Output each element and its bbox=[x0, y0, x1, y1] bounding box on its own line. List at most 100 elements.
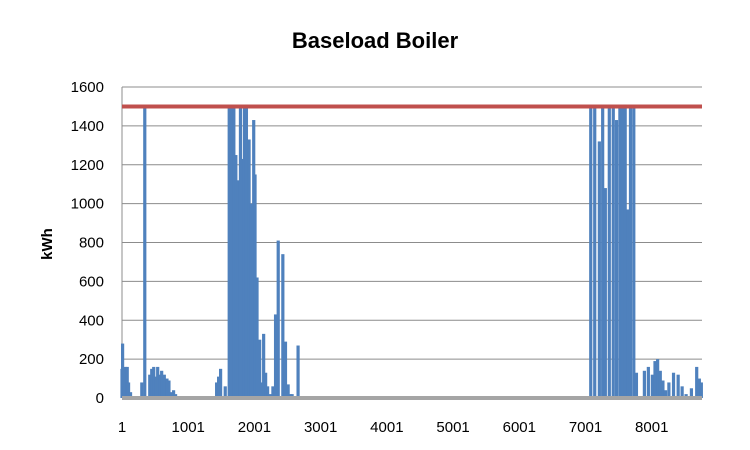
x-tick-label: 1 bbox=[118, 419, 126, 436]
demand-bar bbox=[601, 106, 605, 398]
demand-bar bbox=[236, 180, 241, 398]
x-tick-label: 1001 bbox=[172, 419, 205, 436]
demand-bar bbox=[623, 104, 627, 399]
y-tick-labels: 0 200 400 600 800 1000 1200 1400 1600 bbox=[71, 79, 104, 407]
reference-lines bbox=[122, 104, 702, 400]
demand-bar bbox=[276, 240, 280, 398]
x-tick-label: 4001 bbox=[370, 419, 403, 436]
demand-bar bbox=[249, 203, 253, 399]
x-tick-label: 2001 bbox=[238, 419, 271, 436]
demand-bar bbox=[255, 277, 259, 398]
demand-bar bbox=[244, 104, 249, 399]
y-tick-label: 1400 bbox=[71, 118, 104, 135]
demand-bar bbox=[266, 386, 270, 398]
demand-bar bbox=[632, 106, 636, 398]
demand-bar bbox=[232, 106, 236, 398]
y-tick-label: 1200 bbox=[71, 157, 104, 174]
y-tick-label: 600 bbox=[79, 273, 104, 290]
demand-bar bbox=[626, 209, 630, 398]
demand-bar bbox=[156, 366, 160, 398]
x-tick-labels: 1 1001 2001 3001 4001 5001 6001 7001 8001 bbox=[118, 419, 669, 436]
demand-bar bbox=[140, 382, 144, 398]
demand-bar bbox=[603, 188, 607, 398]
demand-bar bbox=[242, 106, 247, 398]
demand-bar bbox=[646, 366, 650, 398]
y-axis-label: kWh bbox=[39, 228, 56, 260]
demand-bar bbox=[238, 106, 243, 398]
demand-bar bbox=[219, 368, 223, 398]
demand-bar bbox=[162, 374, 166, 398]
y-tick-label: 1000 bbox=[71, 196, 104, 213]
demand-bar bbox=[273, 314, 278, 398]
demand-bar bbox=[283, 341, 288, 398]
demand-bar bbox=[699, 382, 703, 398]
demand-bar bbox=[152, 366, 156, 398]
demand-bar bbox=[154, 376, 158, 398]
demand-bar bbox=[296, 345, 300, 398]
y-tick-label: 200 bbox=[79, 351, 104, 368]
demand-bars bbox=[120, 104, 703, 399]
demand-bar bbox=[642, 370, 646, 398]
demand-bar bbox=[165, 378, 169, 398]
demand-bar bbox=[620, 106, 625, 398]
demand-bar bbox=[227, 106, 231, 398]
demand-bar bbox=[121, 343, 125, 398]
demand-bar bbox=[697, 378, 701, 398]
demand-bar bbox=[171, 390, 176, 398]
demand-bar bbox=[167, 380, 171, 398]
chart-title: Baseload Boiler bbox=[292, 28, 459, 53]
demand-bar bbox=[217, 376, 221, 398]
demand-bar bbox=[658, 370, 662, 398]
demand-bar bbox=[661, 380, 665, 398]
demand-bar bbox=[143, 106, 147, 398]
demand-bar bbox=[671, 372, 676, 398]
demand-bar bbox=[262, 333, 266, 398]
demand-bar bbox=[597, 141, 601, 398]
demand-bar bbox=[286, 384, 290, 398]
demand-bar bbox=[158, 374, 162, 398]
gridlines bbox=[121, 86, 702, 399]
demand-bar bbox=[234, 155, 238, 398]
demand-bar bbox=[607, 106, 611, 398]
demand-bar bbox=[253, 174, 257, 398]
x-tick-label: 3001 bbox=[304, 419, 337, 436]
demand-bar bbox=[215, 382, 219, 398]
demand-bar bbox=[589, 106, 593, 398]
demand-bar bbox=[680, 386, 684, 398]
demand-bar bbox=[689, 388, 694, 398]
demand-bar bbox=[126, 382, 131, 398]
x-tick-label: 5001 bbox=[436, 419, 469, 436]
demand-bar bbox=[614, 120, 619, 398]
demand-bar bbox=[170, 392, 174, 398]
demand-bar bbox=[123, 366, 127, 398]
x-tick-label: 6001 bbox=[503, 419, 536, 436]
demand-bar bbox=[676, 374, 680, 398]
demand-bar bbox=[611, 106, 615, 398]
demand-bar bbox=[160, 370, 164, 398]
demand-bar bbox=[230, 106, 234, 398]
y-tick-label: 800 bbox=[79, 235, 104, 252]
y-tick-label: 400 bbox=[79, 312, 104, 329]
demand-bar bbox=[247, 139, 251, 399]
demand-bar bbox=[260, 382, 264, 398]
demand-bar bbox=[223, 386, 227, 398]
demand-bar bbox=[650, 374, 654, 398]
demand-bar bbox=[653, 361, 657, 398]
demand-bar bbox=[240, 158, 245, 398]
demand-bar bbox=[663, 390, 668, 398]
x-tick-label: 7001 bbox=[569, 419, 602, 436]
demand-bar bbox=[150, 368, 154, 398]
y-tick-label: 0 bbox=[96, 390, 104, 407]
demand-bar bbox=[271, 386, 275, 398]
demand-bar bbox=[667, 382, 671, 398]
demand-bar bbox=[281, 254, 285, 398]
demand-bar bbox=[656, 359, 660, 399]
x-tick-label: 8001 bbox=[635, 419, 668, 436]
demand-bar bbox=[634, 372, 639, 398]
demand-bar bbox=[593, 106, 597, 398]
demand-bar bbox=[128, 392, 133, 398]
demand-bar bbox=[695, 366, 699, 398]
demand-bar bbox=[148, 374, 152, 398]
demand-bar bbox=[618, 106, 622, 398]
